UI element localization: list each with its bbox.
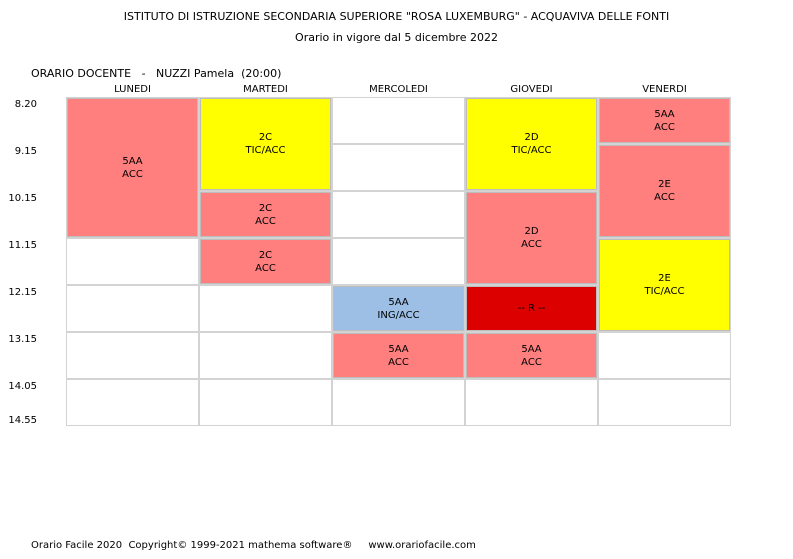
lesson-block: 2E ACC [599, 145, 730, 237]
empty-slot [332, 144, 465, 191]
lesson-block: 5AA ACC [466, 333, 597, 378]
teacher-schedule-title: ORARIO DOCENTE - NUZZI Pamela (20:00) [31, 67, 282, 80]
empty-slot [332, 238, 465, 285]
lesson-block: 2D ACC [466, 192, 597, 284]
lesson-block: -- R -- [466, 286, 597, 331]
lesson-class: -- R -- [517, 303, 546, 314]
lesson-class: 5AA [388, 343, 409, 355]
lesson-class: 2C [258, 202, 273, 214]
lesson-class: 5AA [388, 296, 409, 308]
time-label: 8.20 [14, 99, 37, 110]
timetable-grid: 5AA ACC 2C TIC/ACC 2C ACC 2C ACC 5AA ING/ACC 5AA AC… [66, 97, 731, 427]
empty-slot [332, 379, 465, 426]
lesson-class: 2E [658, 179, 671, 190]
empty-slot [465, 379, 598, 426]
empty-slot [332, 191, 465, 238]
validity-date: Orario in vigore dal 5 dicembre 2022 [295, 31, 498, 44]
lesson-subject: ACC [122, 168, 143, 180]
empty-slot [332, 97, 465, 144]
time-label: 10.15 [8, 193, 37, 204]
time-label: 14.55 [8, 415, 37, 426]
lesson-block: 2C ACC [200, 239, 331, 284]
day-header-martedi: MARTEDI [243, 84, 288, 95]
footer-copyright: Orario Facile 2020 Copyright© 1999-2021 … [31, 540, 476, 551]
lesson-block: 2C ACC [200, 192, 331, 237]
lesson-block: 5AA ACC [67, 98, 198, 237]
time-label: 11.15 [8, 240, 37, 251]
empty-slot [66, 379, 199, 426]
lesson-block: 2E TIC/ACC [599, 239, 730, 331]
lesson-subject: TIC/ACC [245, 145, 286, 156]
lesson-block: 5AA ING/ACC [333, 286, 464, 331]
empty-slot [66, 285, 199, 332]
lesson-block: 5AA ACC [599, 98, 730, 143]
empty-slot [199, 332, 332, 379]
lesson-block: 5AA ACC [333, 333, 464, 378]
lesson-class: 2D [524, 132, 539, 143]
lesson-class: 5AA [521, 343, 542, 355]
empty-slot [66, 238, 199, 285]
time-label: 13.15 [8, 334, 37, 345]
lesson-class: 5AA [122, 155, 143, 167]
empty-slot [598, 332, 731, 379]
lesson-subject: ACC [521, 356, 542, 368]
lesson-subject: TIC/ACC [644, 286, 685, 297]
empty-slot [199, 379, 332, 426]
lesson-subject: ACC [388, 356, 409, 368]
lesson-block: 2C TIC/ACC [200, 98, 331, 190]
lesson-subject: ACC [654, 192, 675, 203]
empty-slot [199, 285, 332, 332]
day-header-venerdi: VENERDI [642, 84, 687, 95]
day-header-mercoledi: MERCOLEDI [369, 84, 428, 95]
day-header-giovedi: GIOVEDI [510, 84, 553, 95]
time-label: 12.15 [8, 287, 37, 298]
lesson-subject: ACC [255, 262, 276, 274]
time-label: 14.05 [8, 381, 37, 392]
school-name: ISTITUTO DI ISTRUZIONE SECONDARIA SUPERI… [123, 10, 670, 23]
lesson-class: 2C [258, 132, 273, 143]
lesson-class: 5AA [654, 108, 675, 120]
lesson-class: 2C [258, 249, 273, 261]
lesson-subject: ACC [654, 121, 675, 133]
lesson-subject: ACC [255, 215, 276, 227]
lesson-subject: ING/ACC [377, 309, 420, 321]
lesson-block: 2D TIC/ACC [466, 98, 597, 190]
empty-slot [66, 332, 199, 379]
lesson-subject: ACC [521, 239, 542, 250]
day-header-lunedi: LUNEDI [114, 84, 151, 95]
lesson-subject: TIC/ACC [511, 145, 552, 156]
empty-slot [598, 379, 731, 426]
lesson-class: 2D [524, 226, 539, 237]
time-label: 9.15 [14, 146, 37, 157]
lesson-class: 2E [658, 273, 671, 284]
